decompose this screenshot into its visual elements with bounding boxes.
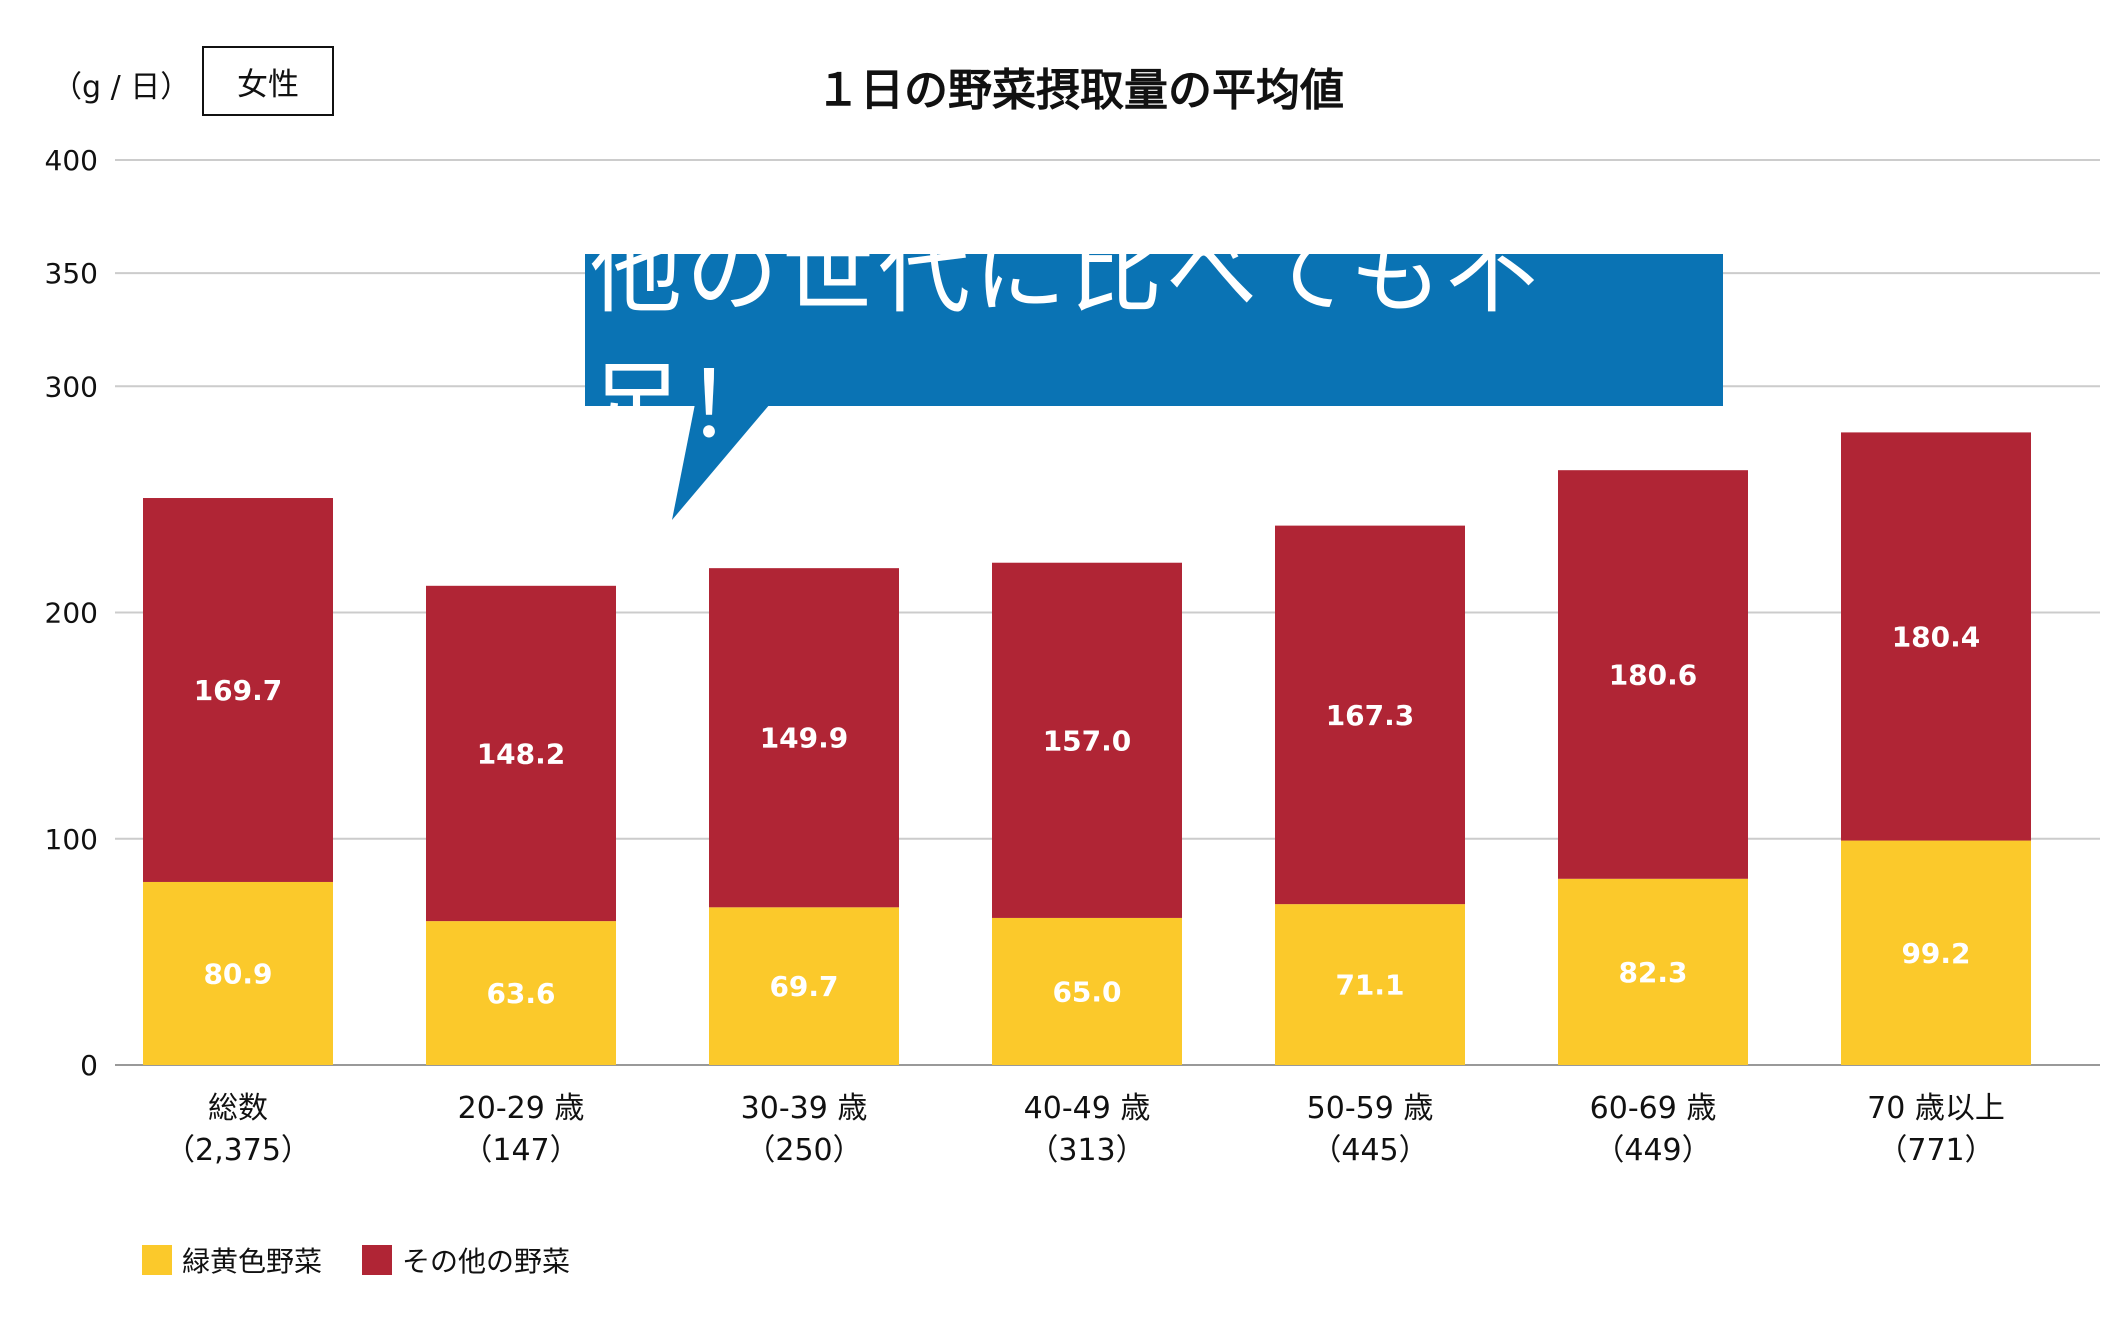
y-tick-label: 100 xyxy=(45,823,98,856)
data-label-other: 169.7 xyxy=(194,674,283,707)
x-tick-count: （771） xyxy=(1877,1133,1994,1168)
chart-title: １日の野菜摂取量の平均値 xyxy=(816,65,1344,116)
x-tick-label: 40-49 歳 xyxy=(1024,1091,1151,1126)
bar-green-yellow xyxy=(1841,840,2031,1065)
bar-other xyxy=(143,498,333,882)
x-tick-count: （2,375） xyxy=(165,1133,311,1168)
y-tick-label: 350 xyxy=(45,257,98,290)
data-label-other: 148.2 xyxy=(477,737,566,770)
y-tick-label: 400 xyxy=(45,144,98,177)
data-label-other: 149.9 xyxy=(760,722,849,755)
bar-green-yellow xyxy=(1275,904,1465,1065)
gender-badge: 女性 xyxy=(202,46,334,116)
data-label-other: 157.0 xyxy=(1043,724,1132,757)
y-tick-label: 300 xyxy=(45,370,98,403)
x-tick-count: （313） xyxy=(1028,1133,1145,1168)
legend-item-other: その他の野菜 xyxy=(362,1240,570,1280)
data-label-other: 167.3 xyxy=(1326,699,1415,732)
bar-other xyxy=(1841,432,2031,841)
legend-label-other: その他の野菜 xyxy=(402,1245,571,1278)
y-unit-label: （g / 日） xyxy=(52,70,191,105)
data-label-green-yellow: 65.0 xyxy=(1052,975,1121,1008)
x-tick-count: （250） xyxy=(745,1133,862,1168)
x-tick-label: 50-59 歳 xyxy=(1307,1091,1434,1126)
bar-other xyxy=(426,585,616,922)
legend-label-green-yellow: 緑黄色野菜 xyxy=(182,1245,323,1278)
x-tick-label: 30-39 歳 xyxy=(741,1091,868,1126)
bar-green-yellow xyxy=(992,917,1182,1065)
data-label-green-yellow: 71.1 xyxy=(1335,969,1404,1002)
x-tick-count: （445） xyxy=(1311,1133,1428,1168)
data-label-green-yellow: 82.3 xyxy=(1618,956,1687,989)
legend-swatch-green-yellow xyxy=(142,1245,172,1275)
bar-green-yellow xyxy=(709,907,899,1065)
bar-other xyxy=(1275,525,1465,905)
callout-box xyxy=(585,254,1723,406)
data-label-other: 180.4 xyxy=(1892,620,1981,653)
data-label-other: 180.6 xyxy=(1609,658,1698,691)
x-tick-label: 60-69 歳 xyxy=(1590,1091,1717,1126)
bar-other xyxy=(709,568,899,908)
data-label-green-yellow: 63.6 xyxy=(486,977,555,1010)
data-label-green-yellow: 99.2 xyxy=(1901,937,1970,970)
data-label-green-yellow: 80.9 xyxy=(203,957,272,990)
bar-green-yellow xyxy=(426,921,616,1065)
x-tick-label: 総数 xyxy=(208,1091,268,1126)
bar-other xyxy=(1558,470,1748,879)
y-tick-label: 0 xyxy=(80,1049,98,1082)
callout-pointer xyxy=(672,404,770,520)
legend: 緑黄色野菜 その他の野菜 xyxy=(142,1240,570,1280)
legend-swatch-other xyxy=(362,1245,393,1275)
data-label-green-yellow: 69.7 xyxy=(769,970,838,1003)
y-tick-label: 200 xyxy=(45,597,98,630)
x-tick-label: 20-29 歳 xyxy=(458,1091,585,1126)
bar-green-yellow xyxy=(143,881,333,1065)
bar-green-yellow xyxy=(1558,878,1748,1065)
x-tick-count: （147） xyxy=(462,1133,579,1168)
x-tick-count: （449） xyxy=(1594,1133,1711,1168)
legend-item-green-yellow: 緑黄色野菜 xyxy=(142,1240,322,1280)
x-tick-label: 70 歳以上 xyxy=(1867,1091,2005,1126)
bar-other xyxy=(992,562,1182,918)
